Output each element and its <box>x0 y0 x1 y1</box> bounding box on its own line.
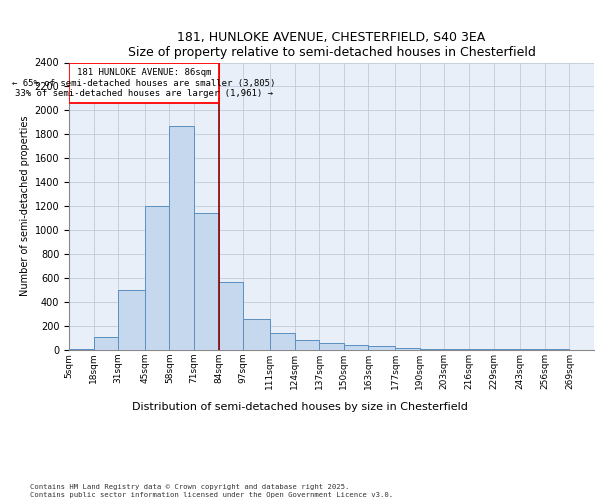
Bar <box>270 333 295 350</box>
Bar <box>219 282 244 350</box>
Bar <box>69 63 219 103</box>
Title: 181, HUNLOKE AVENUE, CHESTERFIELD, S40 3EA
Size of property relative to semi-det: 181, HUNLOKE AVENUE, CHESTERFIELD, S40 3… <box>128 30 535 58</box>
Text: Contains HM Land Registry data © Crown copyright and database right 2025.
Contai: Contains HM Land Registry data © Crown c… <box>30 484 393 498</box>
Bar <box>194 214 219 350</box>
Bar <box>69 349 94 350</box>
Bar <box>145 206 169 350</box>
Bar <box>295 340 319 350</box>
Bar <box>118 290 145 350</box>
Bar <box>169 126 194 350</box>
Bar <box>244 320 270 350</box>
Bar <box>94 337 118 350</box>
Bar <box>395 348 419 350</box>
Text: 181 HUNLOKE AVENUE: 86sqm
← 65% of semi-detached houses are smaller (3,805)
33% : 181 HUNLOKE AVENUE: 86sqm ← 65% of semi-… <box>12 68 275 98</box>
Bar <box>344 344 368 350</box>
Y-axis label: Number of semi-detached properties: Number of semi-detached properties <box>20 116 31 296</box>
Text: Distribution of semi-detached houses by size in Chesterfield: Distribution of semi-detached houses by … <box>132 402 468 412</box>
Bar <box>419 349 444 350</box>
Bar <box>368 346 395 350</box>
Bar <box>319 343 344 350</box>
